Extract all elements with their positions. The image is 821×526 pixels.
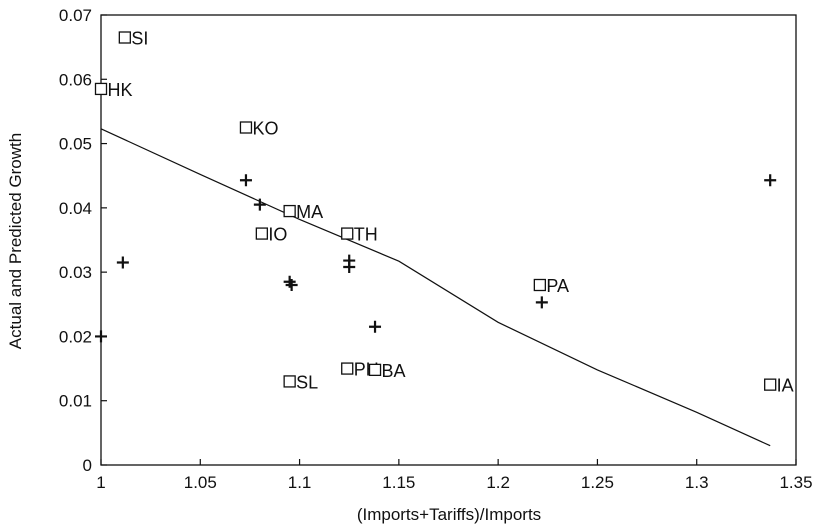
- point-label: KO: [252, 119, 278, 139]
- square-marker: [533, 278, 546, 292]
- y-tick-label: 0: [83, 456, 92, 475]
- square-marker: [94, 82, 108, 96]
- x-tick-label: 1.25: [581, 473, 614, 492]
- point-label: IA: [777, 376, 794, 396]
- square-marker: [283, 204, 296, 218]
- x-tick-label: 1.15: [382, 473, 415, 492]
- y-tick-label: 0.07: [59, 6, 92, 25]
- plus-marker: [253, 198, 266, 211]
- y-tick-label: 0.05: [59, 135, 92, 154]
- x-tick-label: 1.3: [685, 473, 709, 492]
- square-marker: [368, 363, 382, 377]
- y-tick-label: 0.02: [59, 327, 92, 346]
- point-label: BA: [382, 361, 406, 381]
- x-axis-ticks: 1 1.05 1.1 1.15 1.2 1.25 1.3 1.35: [96, 459, 813, 492]
- plot-border: [100, 14, 797, 466]
- predicted-points: [95, 174, 777, 343]
- square-marker: [118, 31, 131, 44]
- y-tick-label: 0.06: [59, 70, 92, 89]
- point-label: MA: [296, 202, 323, 222]
- x-tick-label: 1.1: [288, 473, 312, 492]
- point-label: IO: [268, 225, 287, 245]
- plus-marker: [343, 261, 356, 273]
- point-label: SL: [296, 372, 318, 392]
- x-tick-label: 1.35: [779, 473, 812, 492]
- point-label: SI: [131, 29, 148, 49]
- x-axis-title: (Imports+Tariffs)/Imports: [357, 505, 541, 524]
- y-axis-ticks: 0 0.01 0.02 0.03 0.04 0.05 0.06 0.07: [59, 6, 107, 475]
- square-marker: [764, 378, 777, 391]
- square-marker: [341, 227, 354, 240]
- y-axis-title: Actual and Predicted Growth: [6, 133, 25, 349]
- square-marker: [255, 227, 268, 240]
- plus-marker: [239, 174, 252, 187]
- x-tick-label: 1: [96, 473, 105, 492]
- point-label: PA: [546, 276, 569, 296]
- predicted-curve-line: [100, 128, 771, 447]
- plus-marker: [116, 256, 129, 269]
- x-tick-label: 1.05: [184, 473, 217, 492]
- plot-frame: [100, 14, 797, 466]
- plus-marker: [369, 320, 382, 333]
- plus-marker: [285, 279, 298, 291]
- square-marker: [341, 362, 354, 375]
- predicted-growth-curve: [100, 128, 771, 447]
- y-tick-label: 0.03: [59, 263, 92, 282]
- point-label: HK: [108, 80, 133, 100]
- x-tick-label: 1.2: [486, 473, 510, 492]
- plus-marker: [764, 174, 777, 187]
- plus-marker: [95, 330, 107, 343]
- square-marker: [283, 375, 296, 388]
- y-tick-label: 0.01: [59, 392, 92, 411]
- point-label: TH: [354, 225, 378, 245]
- square-marker: [239, 121, 253, 134]
- plus-marker: [535, 296, 548, 309]
- y-tick-label: 0.04: [59, 199, 92, 218]
